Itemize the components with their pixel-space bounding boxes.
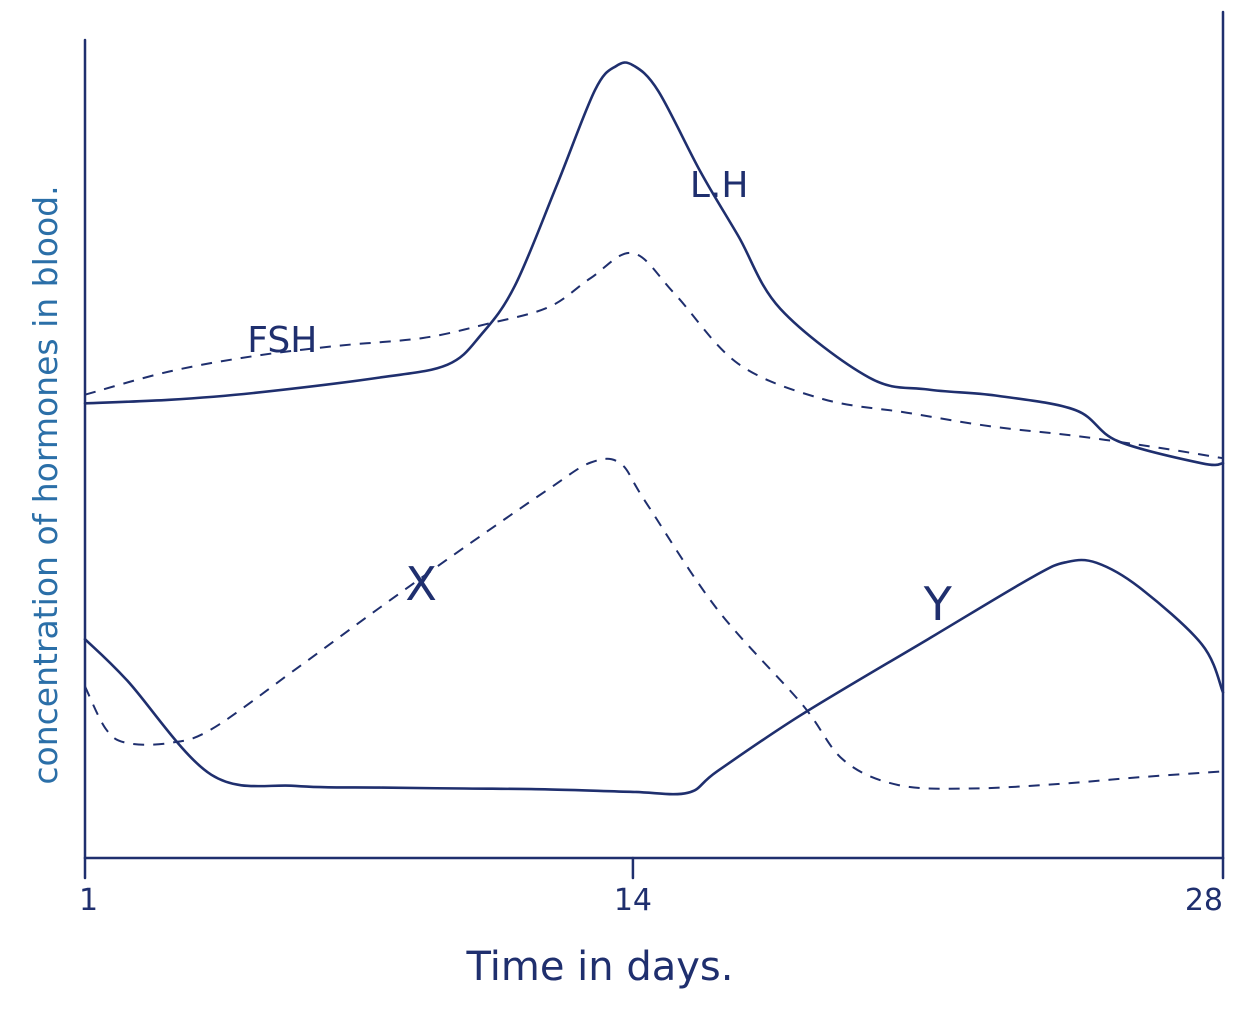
x-tick-label-14: 14 bbox=[614, 883, 652, 918]
series-label-l-h: L.H bbox=[690, 165, 749, 206]
x-tick-label-28: 28 bbox=[1185, 883, 1223, 918]
series-line-fsh bbox=[84, 252, 1224, 460]
x-tick-label-1: 1 bbox=[79, 883, 98, 918]
axes bbox=[83, 10, 1225, 860]
x-ticks: 1 14 28 bbox=[79, 856, 1225, 918]
x-axis-label: Time in days. bbox=[466, 944, 734, 990]
series-lines bbox=[83, 61, 1225, 796]
series-label-x: X bbox=[405, 557, 437, 611]
series-label-y: Y bbox=[923, 577, 953, 631]
y-axis-label: concentration of hormones in blood. bbox=[26, 185, 65, 784]
series-line-y bbox=[83, 558, 1225, 796]
series-labels: L.H FSH X Y bbox=[247, 165, 952, 631]
series-line-l-h bbox=[83, 61, 1225, 467]
series-line-x bbox=[84, 457, 1224, 790]
series-label-fsh: FSH bbox=[247, 320, 317, 361]
